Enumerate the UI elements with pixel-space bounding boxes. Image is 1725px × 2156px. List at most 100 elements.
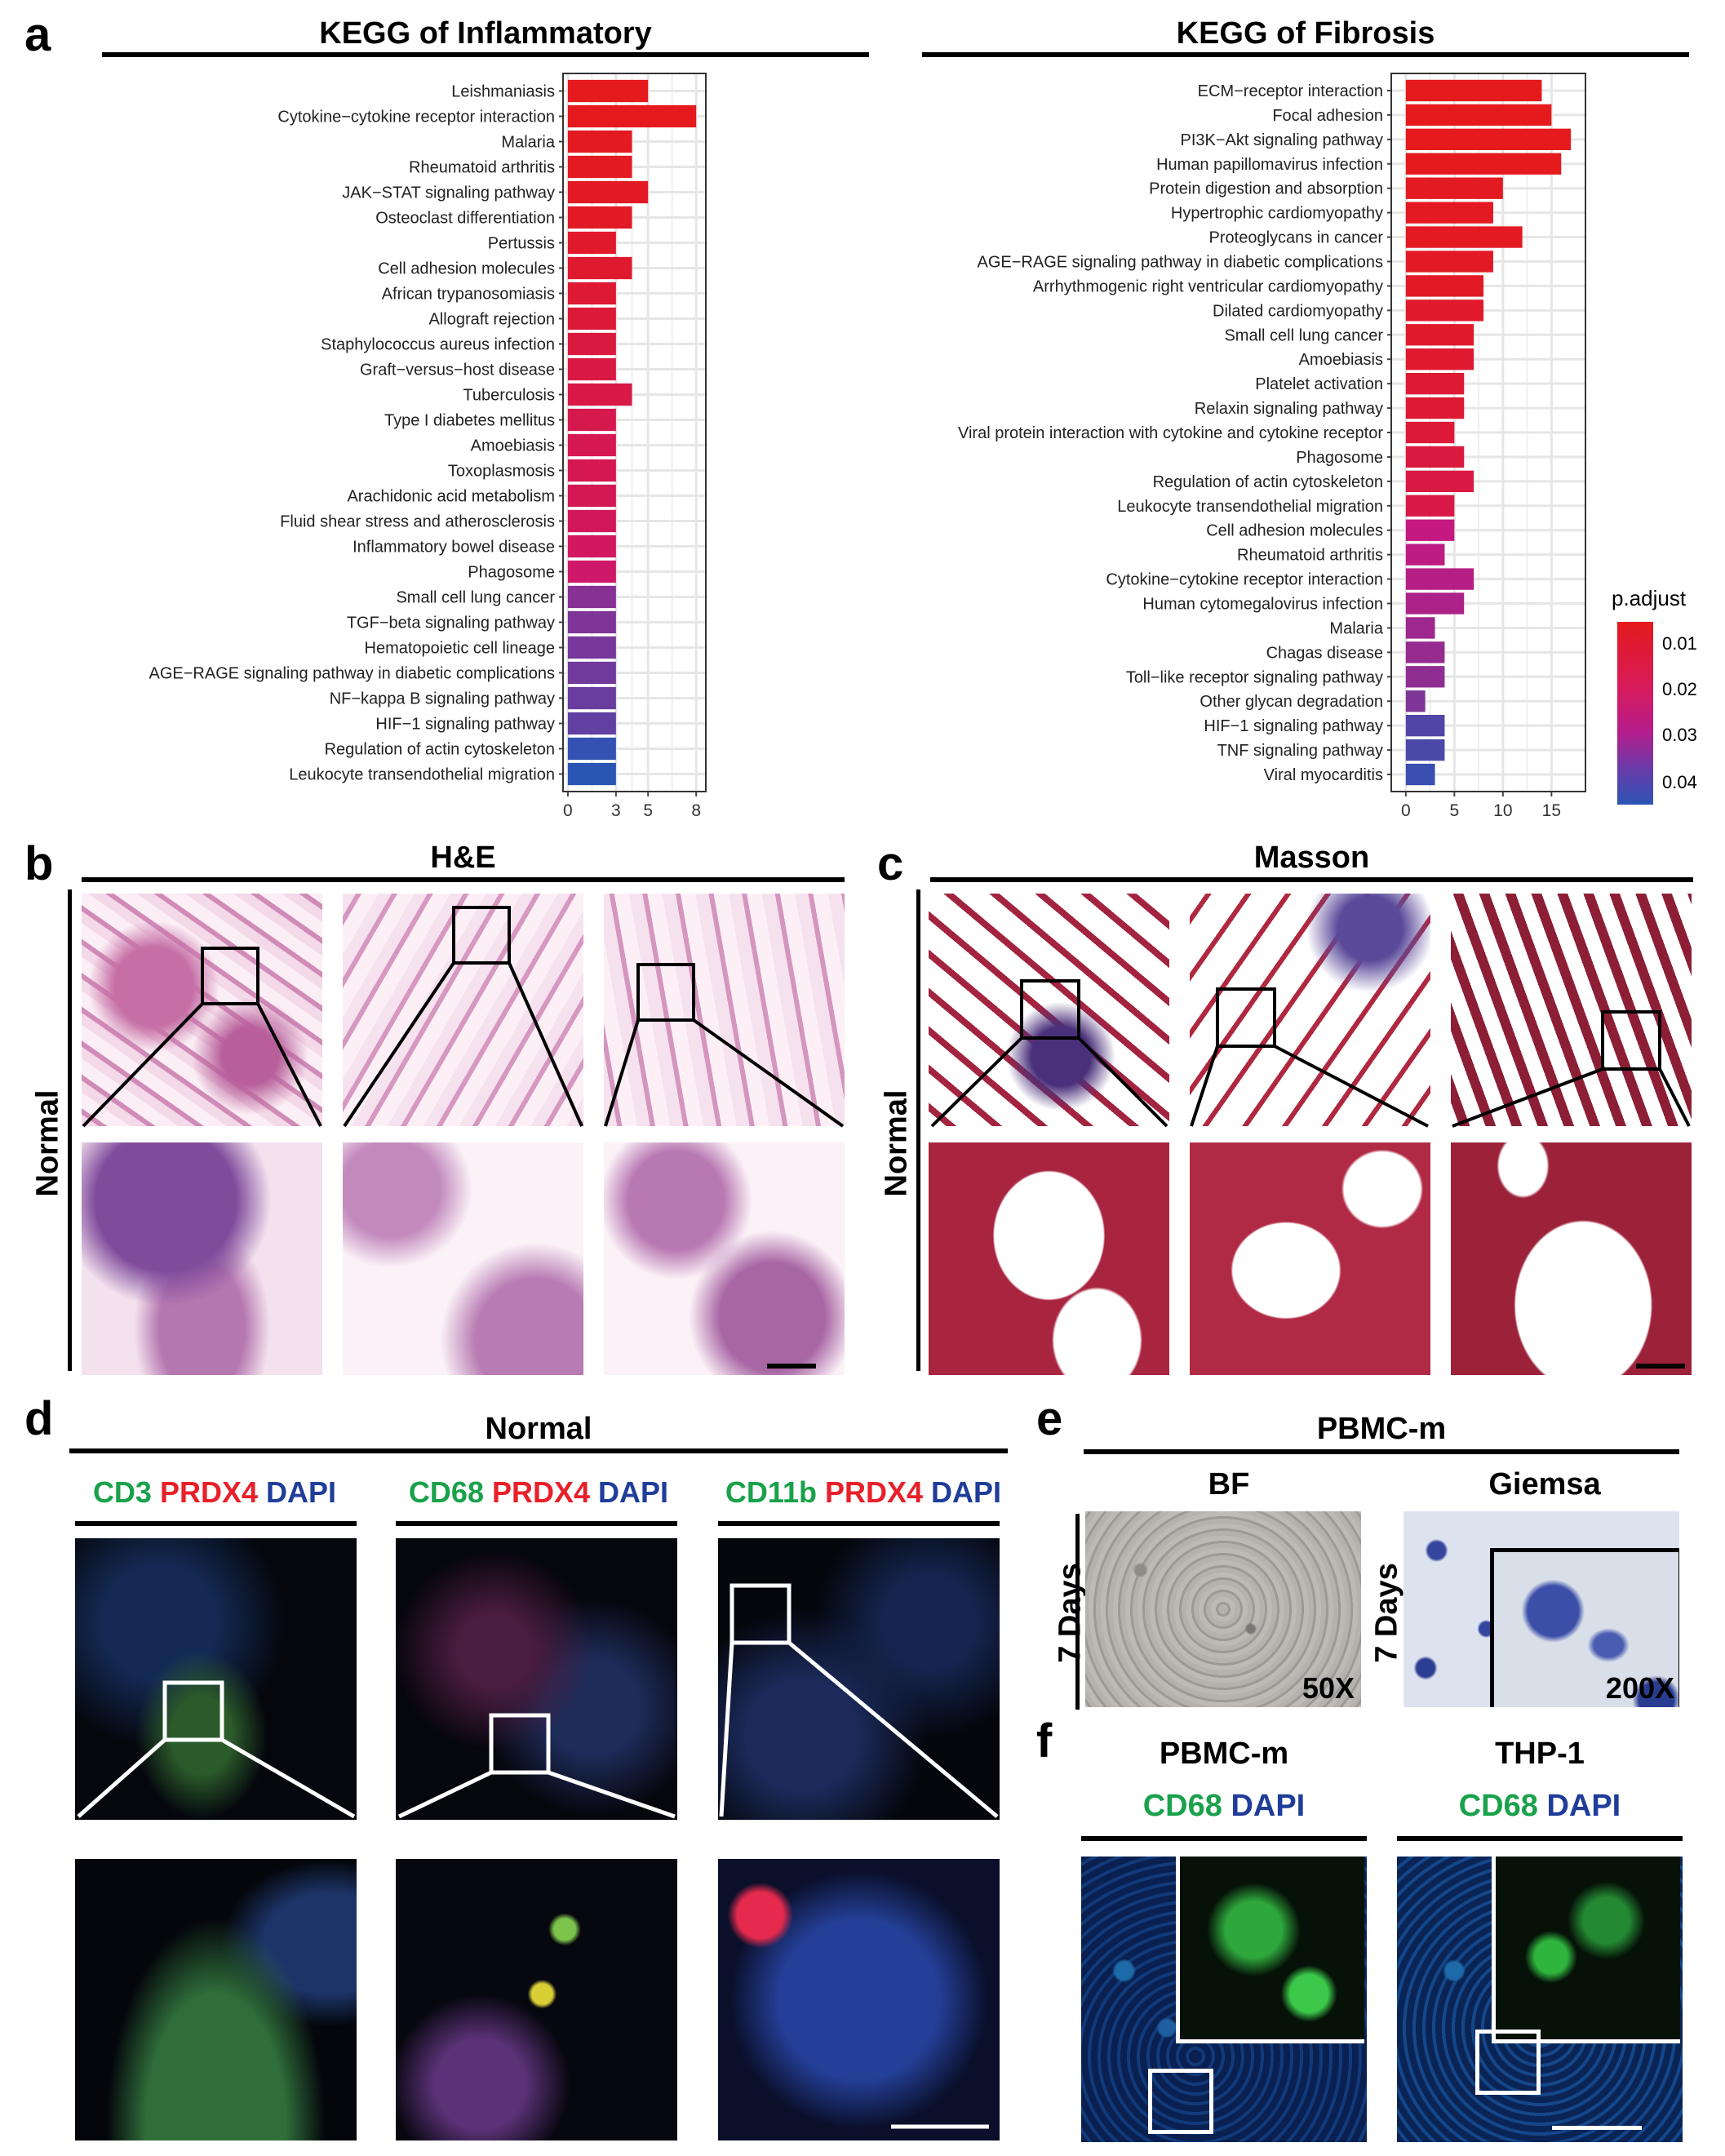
legend-tick: 0.01: [1662, 633, 1697, 654]
if-title: Normal: [485, 1412, 592, 1446]
if-col-label: CD11b PRDX4 DAPI: [725, 1475, 1002, 1509]
bf-magnification: 50X: [1302, 1671, 1355, 1705]
if-col-label: CD3 PRDX4 DAPI: [92, 1475, 337, 1509]
pbmc-f-inset: [1176, 1857, 1364, 2043]
bar: [1405, 519, 1455, 541]
bar: [567, 712, 616, 735]
plot-border: [1390, 73, 1586, 792]
category-label: Cytokine−cytokine receptor interaction: [1106, 571, 1383, 589]
if-col-rule: [75, 1521, 357, 1526]
giemsa-row-label: 7 Days: [1369, 1563, 1404, 1663]
bar: [567, 282, 616, 305]
if-image-overview: [718, 1538, 1000, 1820]
chart-fibrosis-title-rule: [922, 52, 1689, 57]
bar: [567, 610, 616, 634]
masson-title-rule: [930, 877, 1693, 882]
bar: [567, 180, 649, 204]
bar: [1405, 299, 1484, 322]
bf-image: 50X: [1085, 1511, 1361, 1707]
bar: [567, 130, 632, 153]
category-label: Osteoclast differentiation: [375, 210, 555, 228]
category-label: Tuberculosis: [463, 387, 555, 405]
legend-tick: 0.02: [1662, 679, 1697, 699]
bar: [1405, 348, 1474, 370]
category-label: Regulation of actin cytoskeleton: [1153, 473, 1383, 491]
he-image-zoom: [343, 1142, 583, 1375]
pbmc-f-stain: CD68 DAPI: [1142, 1789, 1306, 1823]
category-label: Viral myocarditis: [1264, 766, 1383, 784]
chart-inflammatory-title-rule: [102, 52, 869, 57]
chart-inflammatory-title: KEGG of Inflammatory: [319, 16, 652, 51]
bar: [1405, 666, 1445, 688]
thp1-f-stain: CD68 DAPI: [1458, 1789, 1621, 1823]
bar: [1405, 715, 1445, 737]
bar: [1405, 763, 1435, 786]
category-label: TNF signaling pathway: [1217, 742, 1383, 760]
bar: [1405, 251, 1493, 273]
category-label: Hypertrophic cardiomyopathy: [1171, 205, 1383, 223]
pbmc-f-rule: [1081, 1836, 1367, 1841]
category-label: Malaria: [1329, 619, 1383, 637]
if-image-overview: [75, 1538, 357, 1820]
category-label: Fluid shear stress and atherosclerosis: [280, 513, 555, 531]
he-title: H&E: [430, 841, 496, 875]
category-label: HIF−1 signaling pathway: [1204, 717, 1383, 735]
masson-image-overview: [929, 894, 1169, 1126]
if-col-rule: [396, 1521, 677, 1526]
category-label: Platelet activation: [1255, 375, 1383, 393]
category-label: TGF−beta signaling pathway: [347, 614, 555, 632]
masson-image-zoom: [929, 1142, 1169, 1375]
bar: [567, 585, 616, 609]
he-row-bracket: [68, 889, 72, 1371]
category-label: African trypanosomiasis: [382, 286, 555, 304]
category-label: PI3K−Akt signaling pathway: [1181, 131, 1384, 149]
bar: [567, 686, 616, 710]
he-image-overview: [82, 894, 322, 1126]
category-label: Viral protein interaction with cytokine …: [958, 424, 1383, 442]
category-label: HIF−1 signaling pathway: [375, 716, 555, 734]
category-label: Hematopoietic cell lineage: [365, 640, 555, 658]
bar: [1405, 226, 1523, 248]
if-image-zoom: [718, 1859, 1000, 2140]
bar: [1405, 202, 1493, 224]
panel-f-label: f: [1036, 1715, 1053, 1768]
bar: [567, 560, 616, 583]
bar: [1405, 421, 1455, 444]
x-tick-label: 0: [1401, 801, 1411, 820]
category-label: Other glycan degradation: [1200, 693, 1383, 711]
category-label: Amoebiasis: [1299, 351, 1383, 369]
bar: [567, 408, 616, 432]
bar: [1405, 641, 1445, 663]
x-tick-label: 5: [1450, 801, 1460, 820]
category-label: AGE−RAGE signaling pathway in diabetic c…: [149, 665, 555, 683]
bar: [567, 762, 616, 786]
giemsa-image: 200X: [1404, 1511, 1679, 1707]
masson-title: Masson: [1253, 841, 1370, 875]
category-label: Leukocyte transendothelial migration: [1117, 498, 1383, 516]
category-label: Inflammatory bowel disease: [353, 539, 555, 557]
if-image-overview: [396, 1538, 677, 1820]
bar: [567, 206, 632, 229]
category-label: Leukocyte transendothelial migration: [289, 766, 555, 784]
bar: [567, 307, 616, 330]
x-tick-label: 5: [643, 801, 653, 820]
x-tick-label: 8: [691, 801, 701, 820]
category-label: Malaria: [501, 134, 555, 152]
pbmc-title: PBMC-m: [1316, 1412, 1447, 1446]
thp1-f-inset: [1492, 1857, 1680, 2043]
bar: [567, 231, 616, 255]
bar: [1405, 568, 1474, 590]
bar: [1405, 128, 1572, 150]
thp1-f-image: [1397, 1857, 1683, 2142]
masson-image-zoom: [1190, 1142, 1430, 1375]
giemsa-inset: [1490, 1548, 1679, 1707]
category-label: Chagas disease: [1266, 644, 1383, 662]
category-label: Human cytomegalovirus infection: [1142, 596, 1383, 614]
bar: [567, 535, 616, 558]
chart-fibrosis: ECM−receptor interaction Focal adhesion PI…: [958, 73, 1586, 820]
category-label: JAK−STAT signaling pathway: [342, 184, 555, 202]
if-zoom-guides: [77, 1583, 999, 2129]
category-label: Arachidonic acid metabolism: [347, 488, 555, 506]
pbmc-row-label: 7 Days: [1053, 1563, 1088, 1663]
legend-tick: 0.03: [1662, 725, 1697, 745]
